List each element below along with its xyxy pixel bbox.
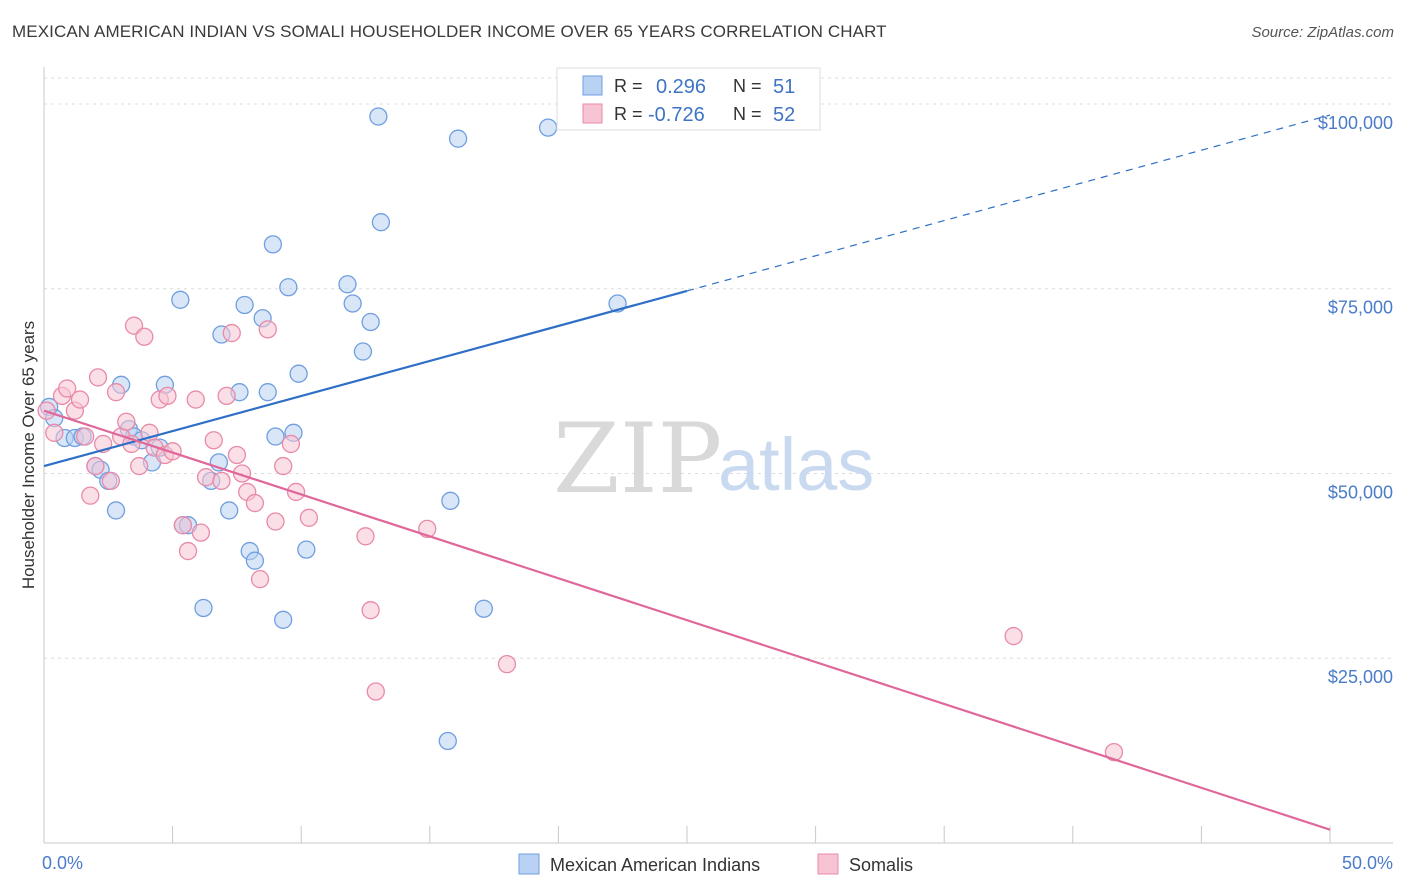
trend-line-extension-mexican-american-indians bbox=[686, 114, 1331, 292]
point-mexican-american-indians-31 bbox=[266, 427, 285, 446]
legend-series: Mexican American Indians Somalis bbox=[518, 853, 913, 875]
point-mexican-american-indians-37 bbox=[338, 275, 357, 294]
legend-series-label-pink: Somalis bbox=[849, 855, 913, 875]
point-somalis-39 bbox=[258, 320, 277, 339]
point-mexican-american-indians-27 bbox=[245, 551, 265, 570]
trend-lines bbox=[43, 114, 1331, 831]
point-somalis-37 bbox=[245, 493, 265, 513]
point-somalis-6 bbox=[76, 427, 95, 446]
point-mexican-american-indians-36 bbox=[297, 540, 316, 559]
point-somalis-46 bbox=[361, 601, 380, 620]
legend-series-label-blue: Mexican American Indians bbox=[550, 855, 760, 875]
point-mexican-american-indians-19 bbox=[194, 598, 213, 618]
point-somalis-1 bbox=[45, 423, 64, 442]
point-mexican-american-indians-42 bbox=[371, 213, 391, 232]
y-tick-label-2: $75,000 bbox=[1328, 298, 1393, 318]
legend-r-label-1: R = bbox=[614, 76, 643, 96]
point-somalis-27 bbox=[186, 390, 205, 409]
point-somalis-49 bbox=[497, 655, 517, 674]
point-mexican-american-indians-47 bbox=[538, 118, 558, 137]
point-somalis-23 bbox=[158, 386, 177, 406]
x-axis-ticks bbox=[43, 826, 1331, 843]
point-somalis-44 bbox=[299, 508, 319, 527]
point-somalis-40 bbox=[266, 512, 285, 531]
watermark-zip: ZIP bbox=[553, 403, 722, 515]
legend-swatch-pink bbox=[582, 103, 603, 124]
legend-r-value-2: -0.726 bbox=[648, 104, 705, 126]
point-mexican-american-indians-45 bbox=[448, 129, 468, 148]
point-somalis-11 bbox=[101, 471, 121, 491]
point-mexican-american-indians-38 bbox=[343, 294, 362, 313]
x-tick-label-end: 50.0% bbox=[1342, 853, 1393, 873]
point-somalis-31 bbox=[212, 471, 231, 491]
chart-title: MEXICAN AMERICAN INDIAN VS SOMALI HOUSEH… bbox=[12, 22, 887, 41]
y-tick-label-0: $25,000 bbox=[1328, 667, 1393, 687]
point-mexican-american-indians-25 bbox=[235, 295, 254, 315]
point-mexican-american-indians-29 bbox=[258, 383, 277, 402]
y-tick-labels: $25,000 $50,000 $75,000 $100,000 bbox=[1318, 113, 1393, 687]
x-tick-label-start: 0.0% bbox=[42, 853, 83, 873]
y-tick-label-1: $50,000 bbox=[1328, 482, 1393, 502]
watermark: ZIP atlas bbox=[553, 403, 874, 515]
point-somalis-50 bbox=[1004, 626, 1023, 646]
y-tick-label-3: $100,000 bbox=[1318, 113, 1393, 133]
point-somalis-9 bbox=[88, 368, 108, 387]
point-somalis-33 bbox=[222, 323, 241, 343]
point-mexican-american-indians-23 bbox=[220, 501, 239, 520]
point-somalis-32 bbox=[217, 386, 236, 406]
y-axis-label: Householder Income Over 65 years bbox=[19, 321, 38, 589]
point-somalis-30 bbox=[204, 431, 223, 450]
point-somalis-7 bbox=[81, 486, 100, 505]
point-somalis-29 bbox=[196, 468, 216, 487]
point-mexican-american-indians-40 bbox=[361, 312, 380, 332]
point-somalis-18 bbox=[135, 327, 154, 346]
point-somalis-25 bbox=[173, 516, 193, 535]
point-somalis-34 bbox=[227, 445, 247, 465]
point-mexican-american-indians-43 bbox=[438, 731, 457, 751]
point-somalis-17 bbox=[130, 456, 149, 476]
point-mexican-american-indians-41 bbox=[369, 107, 388, 126]
point-somalis-24 bbox=[163, 442, 182, 461]
point-mexican-american-indians-39 bbox=[353, 342, 373, 361]
legend-swatch-blue bbox=[582, 75, 603, 96]
point-somalis-38 bbox=[250, 570, 270, 589]
point-mexican-american-indians-8 bbox=[106, 501, 126, 520]
point-mexican-american-indians-35 bbox=[289, 364, 308, 383]
point-somalis-14 bbox=[117, 412, 136, 431]
point-somalis-51 bbox=[1104, 742, 1124, 762]
legend-r-value-1: 0.296 bbox=[656, 76, 706, 98]
legend-n-value-2: 52 bbox=[773, 104, 795, 126]
legend-n-label-1: N = bbox=[733, 76, 762, 96]
point-somalis-41 bbox=[274, 456, 293, 476]
point-somalis-42 bbox=[281, 434, 301, 454]
legend-r-label-2: R = bbox=[614, 104, 643, 124]
point-mexican-american-indians-44 bbox=[441, 491, 460, 510]
point-mexican-american-indians-32 bbox=[274, 610, 293, 629]
point-mexican-american-indians-30 bbox=[263, 235, 283, 254]
legend-n-label-2: N = bbox=[733, 104, 762, 124]
point-mexican-american-indians-16 bbox=[171, 290, 190, 309]
legend-series-swatch-pink bbox=[817, 853, 839, 875]
legend-stats: R = 0.296 N = 51 R = -0.726 N = 52 bbox=[556, 67, 821, 131]
point-somalis-3 bbox=[57, 379, 77, 398]
trend-line-somalis bbox=[43, 409, 1331, 831]
point-mexican-american-indians-46 bbox=[474, 599, 493, 618]
chart-source: Source: ZipAtlas.com bbox=[1251, 24, 1394, 41]
point-somalis-8 bbox=[86, 456, 105, 476]
point-somalis-5 bbox=[70, 390, 90, 409]
point-somalis-12 bbox=[106, 383, 126, 402]
point-somalis-28 bbox=[191, 523, 211, 542]
point-somalis-47 bbox=[366, 682, 385, 701]
trend-line-mexican-american-indians bbox=[43, 289, 688, 468]
data-points bbox=[37, 107, 1124, 762]
watermark-atlas: atlas bbox=[718, 423, 874, 506]
grid-lines bbox=[44, 77, 1393, 659]
point-somalis-26 bbox=[178, 541, 198, 561]
point-somalis-45 bbox=[356, 527, 375, 546]
legend-n-value-1: 51 bbox=[773, 76, 795, 98]
point-mexican-american-indians-33 bbox=[279, 278, 298, 297]
axes bbox=[43, 67, 1393, 844]
legend-series-swatch-blue bbox=[518, 853, 540, 875]
